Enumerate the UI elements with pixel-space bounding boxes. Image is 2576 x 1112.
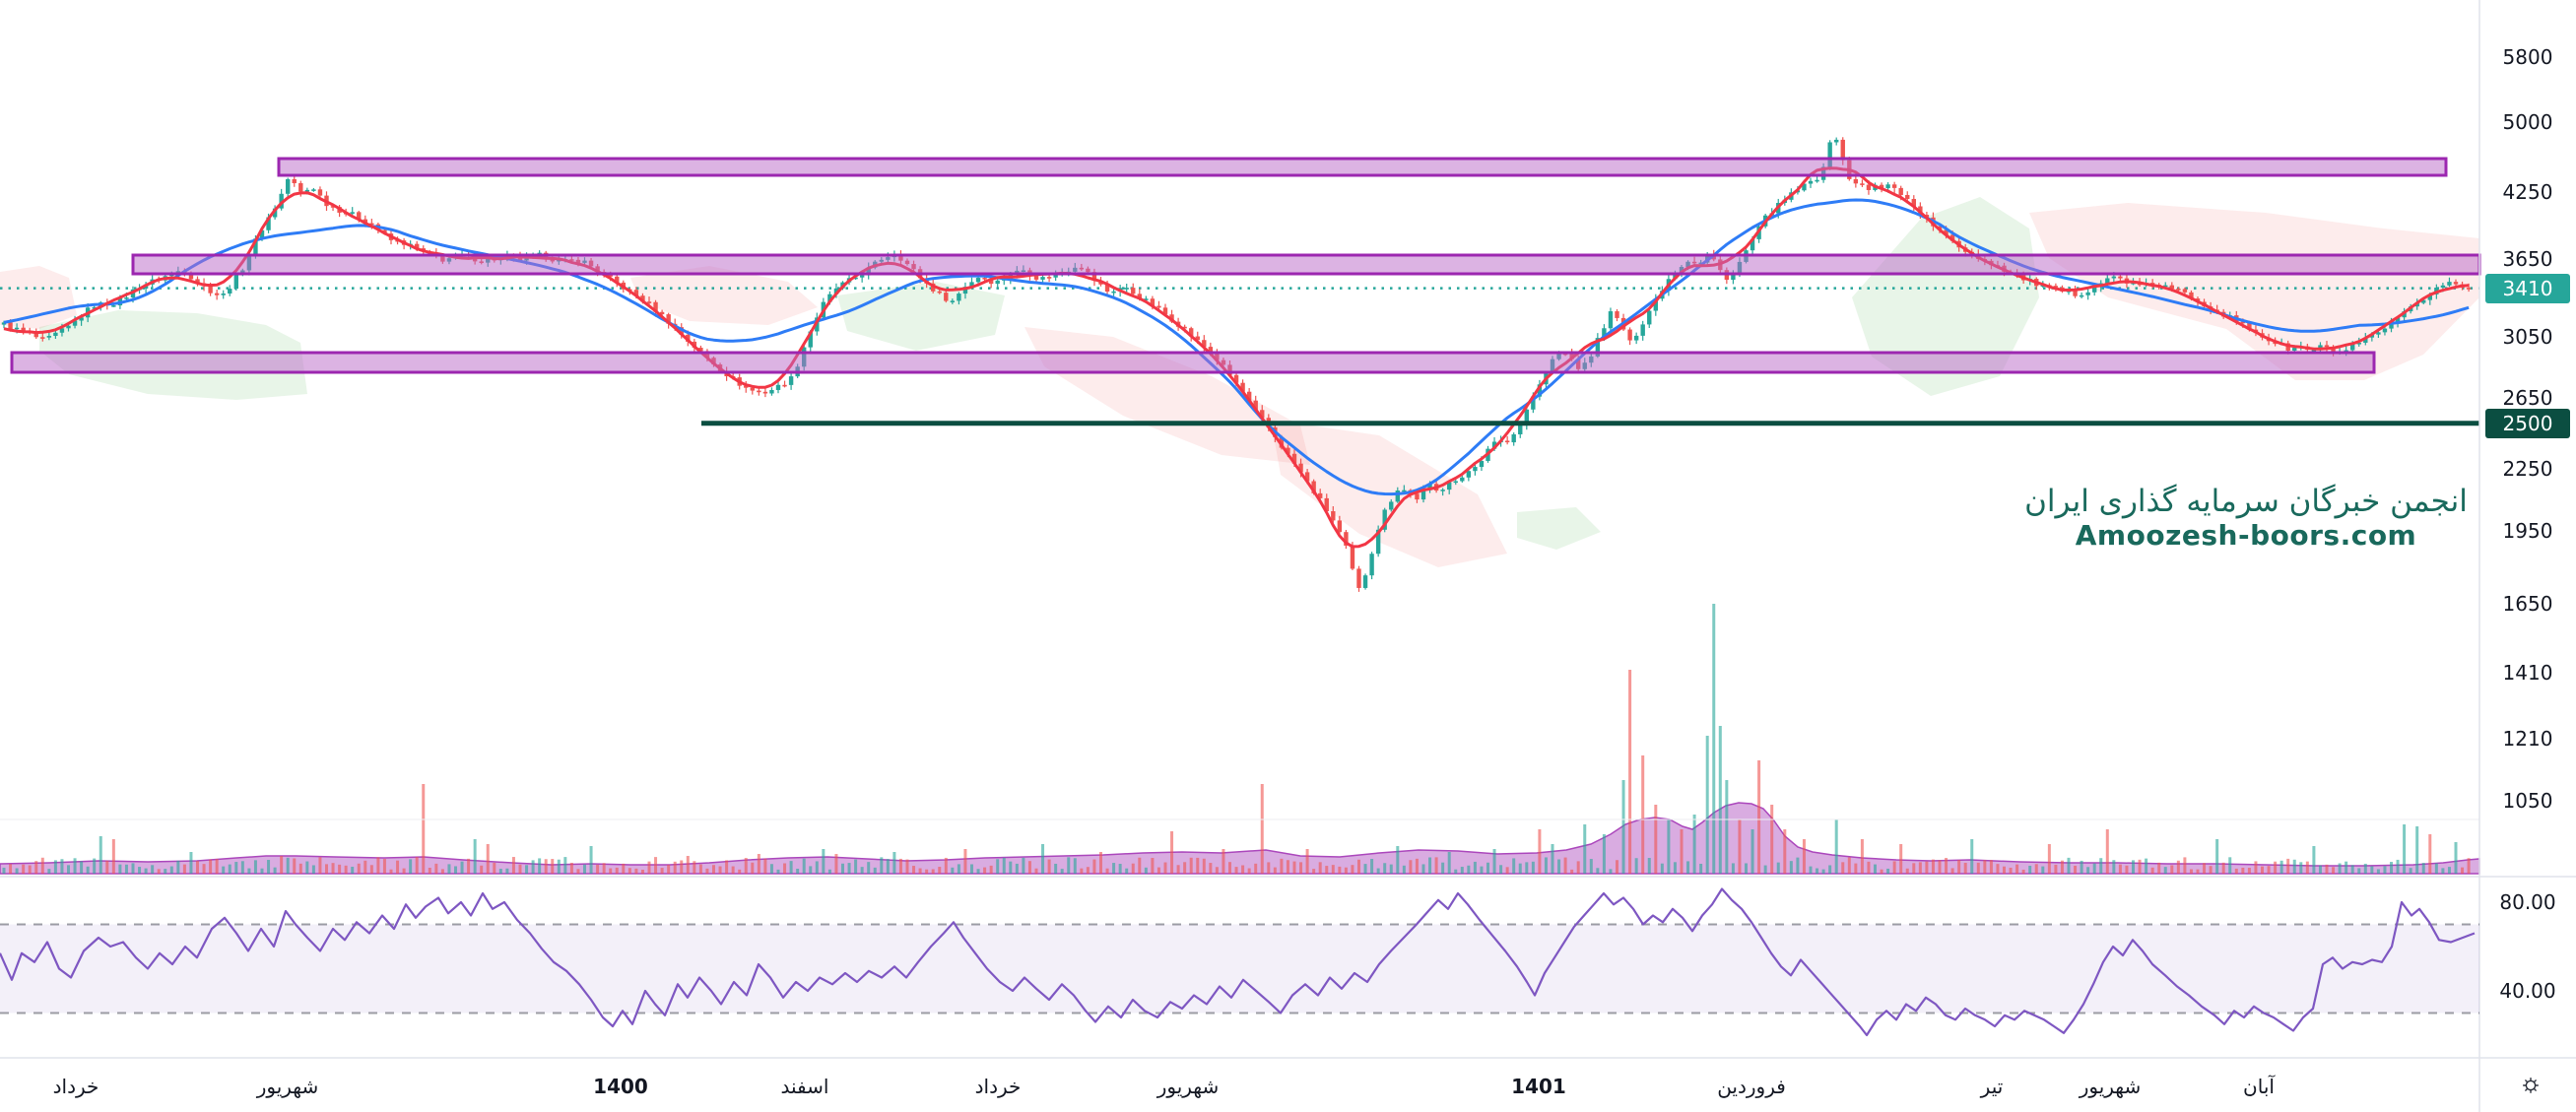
price-axis-label: 1210 — [2502, 727, 2553, 751]
time-axis-label: شهریور — [256, 1075, 319, 1098]
price-axis-label: 1650 — [2502, 592, 2553, 616]
price-axis-label: 1410 — [2502, 661, 2553, 685]
time-axis-label: خرداد — [52, 1075, 99, 1098]
time-axis-drag-zone[interactable] — [0, 1058, 2479, 1112]
timezone-settings-button[interactable] — [2515, 1070, 2546, 1101]
price-axis-label: 2650 — [2502, 386, 2553, 410]
watermark-line-url: Amoozesh-boors.com — [2075, 518, 2417, 552]
time-axis-label: 1401 — [1511, 1075, 1566, 1098]
price-axis-label: 4250 — [2502, 180, 2553, 204]
time-axis-label: 1400 — [593, 1075, 648, 1098]
watermark-line-fa: انجمن خبرگان سرمایه گذاری ایران — [2024, 484, 2468, 519]
time-axis-label: تیر — [1980, 1075, 2004, 1098]
price-axis-label: 1050 — [2502, 789, 2553, 813]
support-level-badge: 2500 — [2485, 409, 2570, 438]
price-axis-label: 3050 — [2502, 325, 2553, 349]
time-axis-label: اسفند — [780, 1075, 829, 1098]
rsi-tick-80: 80.00 — [2499, 890, 2556, 914]
price-axis-label: 3650 — [2502, 247, 2553, 271]
time-axis-label: آبان — [2243, 1075, 2275, 1098]
price-axis-label: 2250 — [2502, 457, 2553, 481]
time-axis-label: شهریور — [2079, 1075, 2142, 1098]
rsi-tick-40: 40.00 — [2499, 979, 2556, 1003]
time-axis-label: فروردین — [1717, 1075, 1786, 1098]
price-axis-label: 5000 — [2502, 110, 2553, 134]
last-price-badge: 3410 — [2485, 274, 2570, 303]
watermark: انجمن خبرگان سرمایه گذاری ایران Amoozesh… — [2010, 484, 2482, 552]
time-axis-label: خرداد — [974, 1075, 1022, 1098]
price-axis-label: 5800 — [2502, 45, 2553, 69]
time-axis-label: شهریور — [1156, 1075, 1220, 1098]
gear-icon — [2523, 1078, 2539, 1093]
price-axis-label: 1950 — [2502, 519, 2553, 543]
